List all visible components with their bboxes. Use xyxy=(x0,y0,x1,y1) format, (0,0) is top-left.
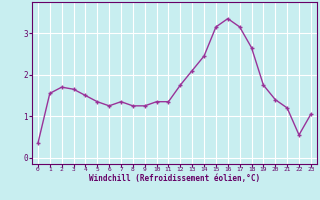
X-axis label: Windchill (Refroidissement éolien,°C): Windchill (Refroidissement éolien,°C) xyxy=(89,174,260,183)
